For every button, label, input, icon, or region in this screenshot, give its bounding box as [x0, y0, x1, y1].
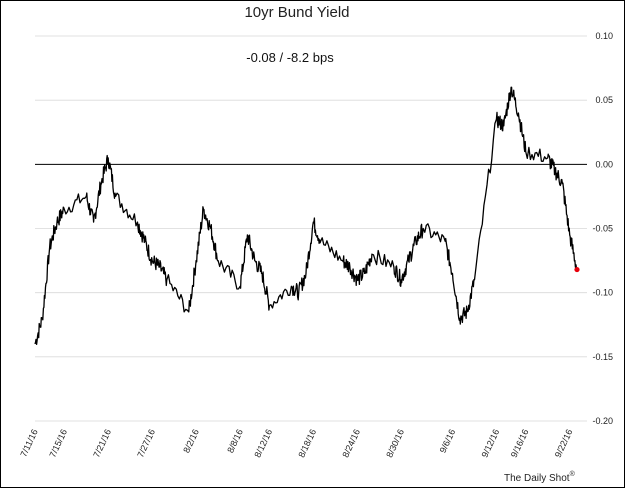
x-tick-label: 9/22/16	[553, 428, 575, 459]
x-axis: 7/11/16 7/15/16 7/21/16 7/27/16 8/2/16 8/8/16…	[18, 428, 574, 459]
x-tick-label: 9/16/16	[509, 428, 531, 459]
last-value-marker	[574, 266, 580, 273]
x-tick-label: 8/24/16	[340, 428, 362, 459]
series-line	[34, 86, 580, 346]
x-tick-label: 9/12/16	[479, 428, 501, 459]
source-credit-text: The Daily Shot	[504, 473, 570, 484]
x-tick-label: 7/11/16	[18, 428, 39, 459]
source-credit: The Daily Shot®	[504, 470, 576, 484]
x-tick-label: 8/18/16	[296, 428, 318, 459]
y-tick-label: 0.05	[595, 95, 613, 105]
chart-annotation: -0.08 / -8.2 bps	[246, 50, 334, 65]
x-tick-label: 7/21/16	[91, 428, 113, 459]
y-tick-label: -0.10	[592, 288, 613, 298]
y-tick-label: -0.05	[592, 224, 613, 234]
registered-mark: ®	[570, 470, 576, 478]
series-path	[34, 86, 578, 346]
x-tick-label: 7/27/16	[135, 428, 157, 459]
y-tick-label: 0.00	[595, 159, 613, 169]
x-tick-label: 8/2/16	[181, 428, 201, 455]
x-tick-label: 9/6/16	[438, 428, 458, 455]
y-tick-label: -0.15	[592, 352, 613, 362]
chart-title: 10yr Bund Yield	[244, 4, 349, 21]
x-tick-label: 8/8/16	[225, 428, 245, 455]
y-axis: 0.10 0.05 0.00 -0.05 -0.10 -0.15 -0.20	[592, 31, 613, 426]
x-tick-label: 7/15/16	[47, 428, 69, 459]
x-tick-label: 8/12/16	[252, 428, 274, 459]
gridlines	[35, 35, 587, 422]
y-tick-label: 0.10	[595, 31, 613, 41]
y-tick-label: -0.20	[592, 416, 613, 426]
x-tick-label: 8/30/16	[384, 428, 406, 459]
